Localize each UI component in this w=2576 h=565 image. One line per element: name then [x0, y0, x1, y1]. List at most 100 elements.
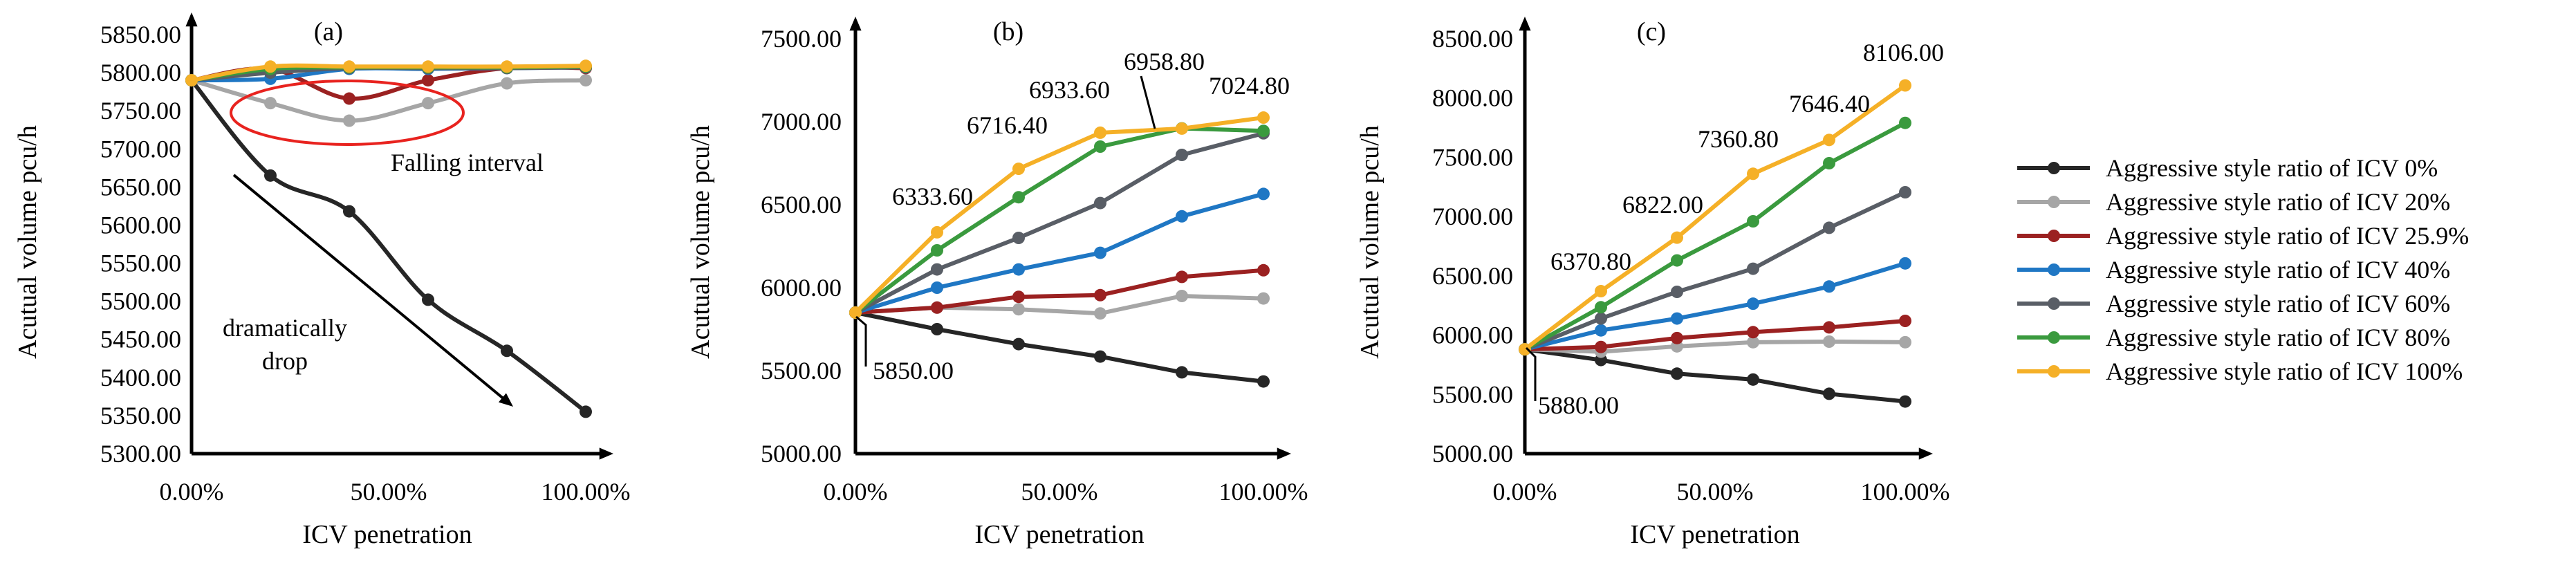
series-line: [191, 78, 586, 123]
data-point: [501, 344, 513, 358]
series-line: [1524, 319, 1906, 352]
data-point: [1257, 375, 1270, 388]
data-point: [1176, 290, 1188, 302]
data-point: [264, 60, 277, 73]
legend-label: Aggressive style ratio of ICV 20%: [2106, 188, 2450, 216]
data-point: [501, 77, 513, 90]
data-point: [1823, 321, 1835, 334]
legend-swatch-marker: [2048, 297, 2060, 310]
legend-label: Aggressive style ratio of ICV 25.9%: [2106, 222, 2469, 250]
series-line: [191, 63, 586, 83]
data-point: [1595, 301, 1607, 314]
legend: Aggressive style ratio of ICV 0% Aggressi…: [2017, 154, 2469, 385]
y-tick-label: 7000.00: [1432, 203, 1513, 230]
series-line: [1523, 121, 1907, 351]
y-axis-arrow: [185, 12, 198, 27]
data-point: [1899, 116, 1911, 129]
data-point: [1747, 335, 1759, 349]
series-4: [849, 127, 1270, 319]
data-point: [1595, 285, 1607, 298]
legend-entry: Aggressive style ratio of ICV 20%: [2017, 188, 2450, 216]
y-tick-label: 8000.00: [1432, 84, 1513, 112]
data-point: [1899, 315, 1911, 327]
x-tick-label: 100.00%: [1861, 478, 1950, 506]
data-point: [580, 59, 592, 73]
annotation-label: 7646.40: [1789, 90, 1870, 118]
data-point: [1595, 340, 1607, 353]
max-leader-line: [1140, 75, 1156, 129]
data-point: [264, 169, 277, 182]
legend-swatch-marker: [2048, 230, 2060, 242]
y-tick-label: 5500.00: [100, 288, 181, 315]
series-4: [1519, 186, 1911, 356]
data-point: [849, 306, 862, 319]
series-1: [185, 74, 592, 127]
legend-label: Aggressive style ratio of ICV 0%: [2106, 154, 2438, 182]
legend-swatch-marker: [2048, 162, 2060, 174]
data-point: [1747, 215, 1759, 228]
series-6: [185, 59, 592, 87]
data-point: [1176, 366, 1188, 379]
x-axis-arrow: [599, 447, 613, 460]
data-point: [1176, 149, 1188, 161]
origin-leader-line: [855, 315, 867, 367]
data-point: [1094, 246, 1106, 259]
x-tick-label: 0.00%: [824, 478, 888, 506]
y-axis-title: Acutual volume pcu/h: [13, 125, 42, 359]
y-tick-label: 6000.00: [1432, 322, 1513, 349]
y-tick-label: 6000.00: [761, 274, 842, 302]
data-point: [1671, 286, 1683, 298]
annotation-label: 6716.40: [967, 111, 1048, 139]
y-tick-label: 5800.00: [100, 59, 181, 86]
data-point: [343, 60, 355, 73]
data-point: [1823, 387, 1835, 400]
x-tick-label: 50.00%: [351, 478, 427, 506]
origin-leader-line: [1525, 346, 1537, 401]
data-point: [1094, 196, 1106, 210]
annotation-label: 8106.00: [1863, 39, 1944, 66]
legend-entry: Aggressive style ratio of ICV 40%: [2017, 256, 2450, 284]
legend-entry: Aggressive style ratio of ICV 80%: [2017, 324, 2450, 351]
legend-label: Aggressive style ratio of ICV 60%: [2106, 290, 2450, 317]
legend-label: Aggressive style ratio of ICV 80%: [2106, 324, 2450, 351]
data-point: [1899, 186, 1911, 198]
data-point: [1671, 312, 1683, 325]
annotation-label: drop: [262, 347, 308, 375]
data-point: [1595, 324, 1607, 337]
data-point: [343, 92, 355, 105]
legend-entry: Aggressive style ratio of ICV 0%: [2017, 154, 2438, 182]
annotation-label: 5850.00: [873, 357, 954, 385]
y-tick-label: 8500.00: [1432, 25, 1513, 53]
data-point: [1094, 288, 1106, 302]
data-point: [1823, 280, 1835, 293]
panel-label: (a): [314, 17, 343, 46]
panel-label: (b): [993, 17, 1023, 46]
data-point: [1012, 191, 1025, 204]
annotation-label: Falling interval: [391, 149, 544, 176]
series-line: [1523, 190, 1907, 351]
x-axis-arrow: [1918, 447, 1933, 460]
y-axis-title: Acutual volume pcu/h: [1355, 125, 1384, 359]
legend-swatch-marker: [2048, 331, 2060, 344]
data-point: [931, 263, 943, 276]
data-point: [1012, 303, 1025, 316]
data-point: [1012, 232, 1025, 244]
data-point: [1595, 312, 1607, 325]
y-axis-arrow: [849, 17, 862, 31]
data-point: [1094, 350, 1106, 363]
data-point: [422, 74, 434, 87]
y-tick-label: 5600.00: [100, 211, 181, 239]
annotation-label: 6958.80: [1124, 48, 1205, 75]
falling-interval-ellipse: [230, 80, 465, 146]
y-axis-title: Acutual volume pcu/h: [686, 125, 715, 359]
annotation-label: 6370.80: [1550, 248, 1631, 275]
legend-entry: Aggressive style ratio of ICV 25.9%: [2017, 222, 2469, 250]
data-point: [1012, 337, 1025, 351]
series-6: [849, 111, 1270, 319]
data-point: [1823, 335, 1835, 348]
data-point: [264, 97, 277, 110]
y-tick-label: 5500.00: [1432, 380, 1513, 408]
legend-swatch-marker: [2048, 196, 2060, 208]
dramatic-drop-arrow-line: [232, 174, 506, 401]
data-point: [931, 301, 943, 314]
